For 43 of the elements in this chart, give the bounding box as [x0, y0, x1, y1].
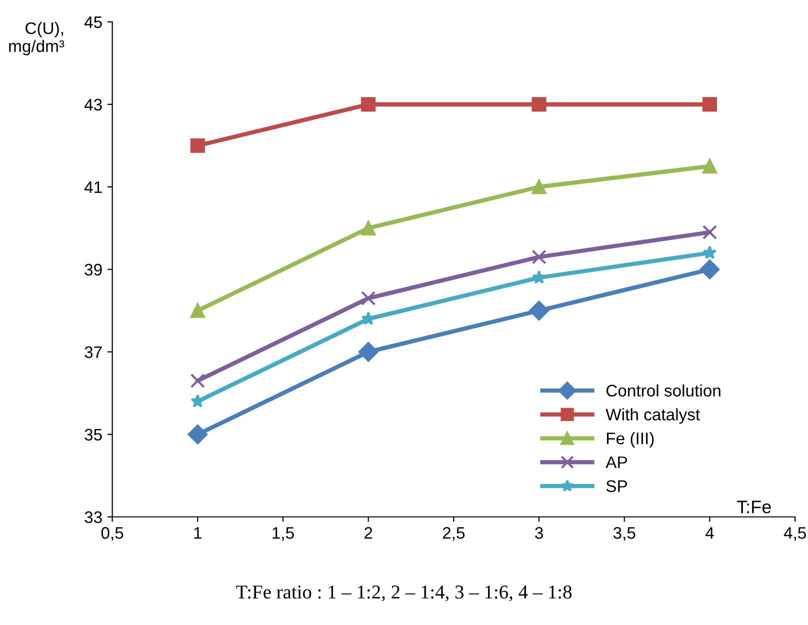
y-tick-label: 35	[84, 428, 102, 441]
point	[702, 246, 717, 259]
y-axis-title: C(U), mg/dm³	[9, 22, 64, 56]
text: T:Fe ratio : 1 – 1:2, 2 – 1:4, 3 – 1:6, 4 – 1:8	[236, 585, 572, 602]
point	[190, 394, 205, 408]
point	[188, 424, 208, 444]
y-tick-label: 39	[84, 264, 102, 276]
y-tick-label: 45	[84, 16, 102, 28]
x-tick-label: 1,5	[272, 527, 294, 541]
x-tick-label: 2	[364, 527, 372, 539]
point	[702, 224, 718, 240]
legend-label: Fe (III)	[606, 432, 654, 448]
y-tick-label: 41	[84, 181, 102, 193]
y-tick-label: 33	[84, 511, 102, 524]
point	[532, 97, 546, 112]
x-tick-label: 1	[194, 527, 202, 539]
legend-label: With catalyst	[606, 408, 700, 424]
point	[532, 250, 546, 264]
legend-label: SP	[606, 480, 627, 492]
point	[700, 259, 720, 280]
point	[532, 180, 546, 194]
point	[532, 270, 546, 284]
point	[361, 97, 376, 112]
point	[358, 342, 378, 362]
point	[190, 138, 205, 153]
y-tick-label: 43	[84, 98, 102, 111]
point	[361, 220, 376, 236]
point	[361, 290, 376, 306]
point	[190, 373, 205, 388]
x-tick-label: 3	[535, 527, 543, 539]
point	[190, 303, 205, 318]
point	[702, 158, 718, 174]
y-tick-label: 37	[84, 346, 102, 358]
legend-label: AP	[606, 456, 627, 468]
point	[702, 97, 718, 112]
legend-label: Control solution	[606, 384, 720, 397]
point	[529, 300, 549, 321]
x-tick-label: 4,5	[784, 527, 806, 541]
x-tick-label: 3,5	[613, 527, 636, 541]
x-tick-label: 4	[705, 527, 714, 539]
x-axis-title: T:Fe	[736, 500, 771, 514]
x-tick-label: 2,5	[442, 527, 465, 541]
x-tick-label: 0,5	[101, 527, 124, 541]
